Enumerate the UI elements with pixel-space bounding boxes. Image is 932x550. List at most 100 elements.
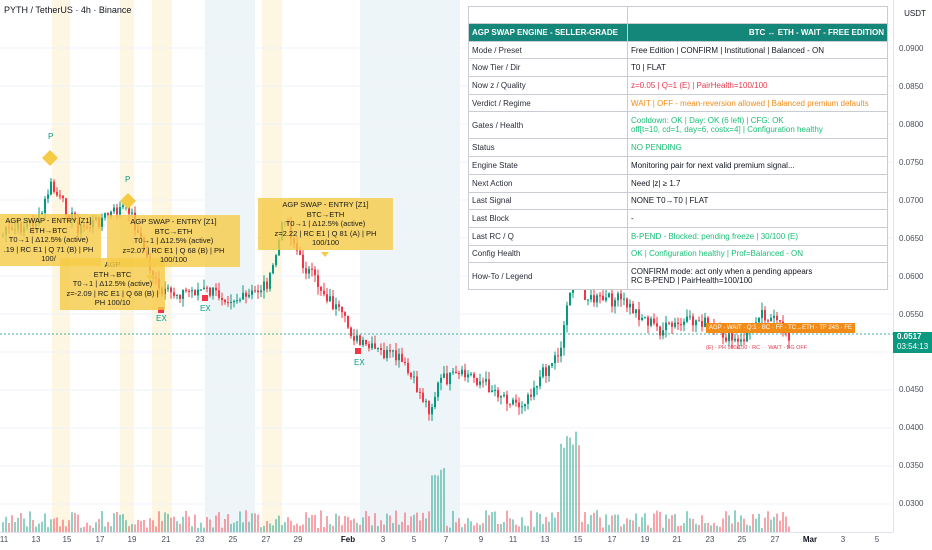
candle-body <box>170 287 172 293</box>
volume-bar <box>311 515 313 532</box>
candle-body <box>194 290 196 296</box>
candle-body <box>401 353 403 362</box>
volume-bar <box>566 436 568 532</box>
volume-bar <box>755 518 757 532</box>
candle-body <box>248 294 250 297</box>
table-row-value: Need |z| ≥ 1.7 <box>627 173 888 193</box>
candle-body <box>590 295 592 300</box>
volume-bar <box>254 513 256 532</box>
volume-bar <box>383 524 385 532</box>
exit-marker-label: EX <box>354 358 365 367</box>
candle-body <box>644 317 646 319</box>
volume-bar <box>734 510 736 532</box>
volume-bar <box>359 524 361 532</box>
volume-bar <box>2 522 4 532</box>
candle-body <box>425 401 427 403</box>
candle-body <box>41 212 43 215</box>
volume-bar <box>221 527 223 532</box>
candle-body <box>734 338 736 341</box>
candle-body <box>563 325 565 348</box>
time-axis-label: 13 <box>31 535 41 544</box>
candle-body <box>680 324 682 326</box>
volume-bar <box>371 525 373 532</box>
volume-bar <box>623 524 625 532</box>
candle-body <box>233 301 235 303</box>
candle-body <box>494 389 496 391</box>
volume-bar <box>638 526 640 532</box>
candle-body <box>122 205 124 208</box>
table-row-label: How-To / Legend <box>468 262 628 291</box>
volume-bar <box>584 512 586 532</box>
volume-bar <box>725 511 727 532</box>
volume-bar <box>425 518 427 532</box>
volume-bar <box>524 525 526 532</box>
exit-marker-label: EX <box>200 304 211 313</box>
candle-body <box>611 293 613 307</box>
volume-bar <box>491 512 493 532</box>
table-row: Last Block - <box>468 209 888 228</box>
volume-bar <box>158 511 160 532</box>
volume-bar <box>719 526 721 532</box>
time-axis-label: 25 <box>228 535 238 544</box>
candle-body <box>224 299 226 303</box>
candle-body <box>197 289 199 296</box>
table-row-label: Now Tier / Dir <box>468 58 628 78</box>
volume-bar <box>50 519 52 532</box>
volume-bar <box>749 525 751 532</box>
volume-bar <box>206 517 208 532</box>
price-axis-label: 0.0800 <box>899 120 924 129</box>
volume-bar <box>185 510 187 532</box>
price-axis[interactable] <box>893 0 932 532</box>
table-row-label: Last RC / Q <box>468 226 628 246</box>
volume-bar <box>752 514 754 532</box>
volume-bar <box>116 511 118 532</box>
volume-bar <box>743 518 745 532</box>
volume-bar <box>440 469 442 532</box>
time-axis-label: 5 <box>411 535 417 544</box>
table-row: How-To / Legend CONFIRM mode: act only wh… <box>468 262 888 291</box>
time-axis[interactable] <box>0 532 893 550</box>
pair-title[interactable]: PYTH / TetherUS · 4h · Binance <box>4 5 132 15</box>
candle-body <box>362 339 364 345</box>
candle-body <box>254 290 256 292</box>
candle-body <box>458 372 460 375</box>
candle-body <box>389 350 391 352</box>
candle-body <box>686 316 688 322</box>
table-row-value: T0 | FLAT <box>627 58 888 78</box>
volume-bar <box>347 516 349 532</box>
candle-body <box>593 295 595 303</box>
time-axis-label: Mar <box>802 535 818 544</box>
volume-bar <box>95 522 97 532</box>
candle-body <box>200 289 202 291</box>
volume-bar <box>242 522 244 532</box>
candle-body <box>410 373 412 378</box>
volume-bar <box>767 511 769 532</box>
candle-body <box>365 339 367 345</box>
volume-bar <box>437 475 439 532</box>
candle-body <box>743 339 745 342</box>
candle-body <box>227 302 229 304</box>
candle-body <box>431 407 433 415</box>
volume-bar <box>701 515 703 532</box>
candle-body <box>524 403 526 407</box>
volume-bar <box>128 526 130 532</box>
volume-bar <box>35 526 37 532</box>
volume-bar <box>170 517 172 532</box>
volume-bar <box>209 519 211 532</box>
volume-bar <box>389 515 391 532</box>
volume-bar <box>212 527 214 532</box>
candle-body <box>770 317 772 321</box>
volume-bar <box>695 523 697 532</box>
currency-button[interactable]: USDT <box>904 8 926 18</box>
volume-bar <box>80 527 82 532</box>
volume-bar <box>302 524 304 532</box>
time-axis-label: 11 <box>0 535 9 544</box>
volume-bar <box>56 517 58 532</box>
candle-body <box>740 339 742 342</box>
entry-annotation: AGP SWAP - ENTRY [Z1] ETH→BTC T0→1 | Δ12… <box>0 214 101 266</box>
candle-body <box>221 297 223 300</box>
candle-body <box>185 289 187 291</box>
candle-body <box>671 323 673 327</box>
candle-body <box>263 281 265 291</box>
volume-bar <box>89 525 91 532</box>
